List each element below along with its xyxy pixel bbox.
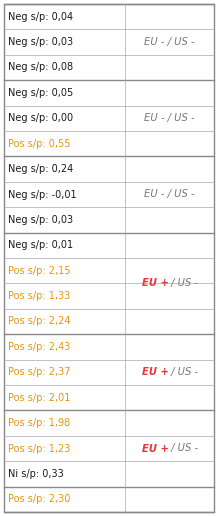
Text: Neg s/p: 0,03: Neg s/p: 0,03: [8, 37, 73, 47]
Text: Neg s/p: 0,03: Neg s/p: 0,03: [8, 215, 73, 225]
Text: EU +: EU +: [141, 279, 168, 288]
Text: Neg s/p: 0,04: Neg s/p: 0,04: [8, 12, 73, 22]
Text: Pos s/p: 2,24: Pos s/p: 2,24: [8, 316, 70, 327]
Text: Pos s/p: 0,55: Pos s/p: 0,55: [8, 139, 70, 149]
Text: Pos s/p: 2,01: Pos s/p: 2,01: [8, 393, 70, 402]
Text: EU - / US -: EU - / US -: [144, 37, 195, 47]
Text: Pos s/p: 1,33: Pos s/p: 1,33: [8, 291, 70, 301]
Text: Pos s/p: 2,43: Pos s/p: 2,43: [8, 342, 70, 352]
Text: Neg s/p: 0,08: Neg s/p: 0,08: [8, 62, 73, 73]
Text: EU +: EU +: [141, 367, 168, 377]
Text: / US -: / US -: [168, 443, 199, 454]
Text: Pos s/p: 1,23: Pos s/p: 1,23: [8, 443, 70, 454]
Text: Neg s/p: 0,24: Neg s/p: 0,24: [8, 164, 73, 174]
Text: / US -: / US -: [168, 367, 199, 377]
Text: Neg s/p: 0,01: Neg s/p: 0,01: [8, 240, 73, 250]
Text: Pos s/p: 2,15: Pos s/p: 2,15: [8, 266, 70, 276]
Text: / US -: / US -: [168, 279, 199, 288]
Text: EU - / US -: EU - / US -: [144, 189, 195, 200]
Text: Pos s/p: 2,37: Pos s/p: 2,37: [8, 367, 70, 377]
Text: Ni s/p: 0,33: Ni s/p: 0,33: [8, 469, 64, 479]
Text: EU - / US -: EU - / US -: [144, 114, 195, 123]
Text: Neg s/p: 0,05: Neg s/p: 0,05: [8, 88, 73, 98]
Text: Pos s/p: 2,30: Pos s/p: 2,30: [8, 494, 70, 504]
Text: Neg s/p: 0,00: Neg s/p: 0,00: [8, 114, 73, 123]
Text: Pos s/p: 1,98: Pos s/p: 1,98: [8, 418, 70, 428]
Text: EU +: EU +: [141, 443, 168, 454]
Text: Neg s/p: -0,01: Neg s/p: -0,01: [8, 189, 77, 200]
